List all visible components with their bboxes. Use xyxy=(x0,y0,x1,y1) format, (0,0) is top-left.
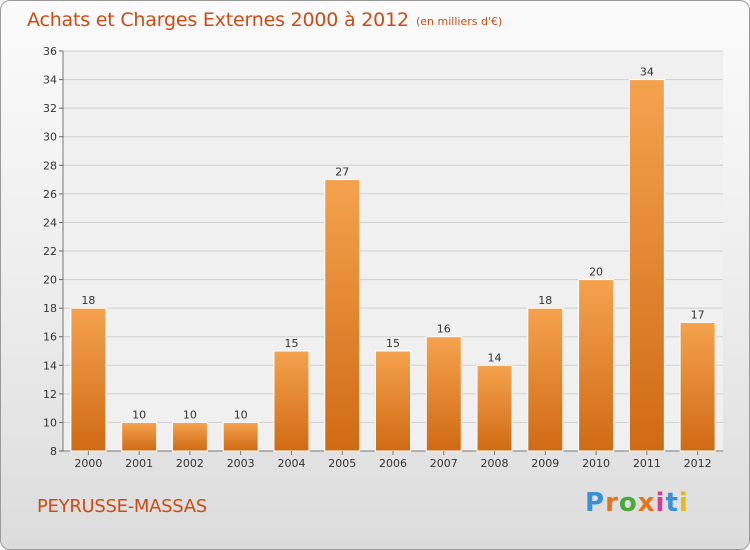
bar xyxy=(425,336,462,452)
y-tick-label: 32 xyxy=(43,102,57,115)
bar xyxy=(324,179,361,452)
x-tick-label: 2009 xyxy=(531,457,559,470)
y-tick-label: 34 xyxy=(43,74,57,87)
y-tick-label: 26 xyxy=(43,188,57,201)
data-label: 16 xyxy=(437,323,451,336)
data-label: 27 xyxy=(335,166,349,179)
y-tick-label: 22 xyxy=(43,245,57,258)
bar xyxy=(222,421,259,452)
x-tick-label: 2003 xyxy=(227,457,255,470)
location-label: PEYRUSSE-MASSAS xyxy=(37,496,207,517)
data-label: 10 xyxy=(132,408,146,421)
bar xyxy=(476,364,513,452)
y-tick-label: 28 xyxy=(43,159,57,172)
x-tick-label: 2005 xyxy=(328,457,356,470)
data-label: 17 xyxy=(691,308,705,321)
y-tick-label: 14 xyxy=(43,359,57,372)
x-tick-label: 2006 xyxy=(379,457,407,470)
bar xyxy=(628,79,665,452)
x-tick-label: 2011 xyxy=(633,457,661,470)
bar xyxy=(171,421,208,452)
bar xyxy=(70,307,107,452)
y-tick-label: 8 xyxy=(50,445,57,458)
bar xyxy=(375,350,411,452)
bar xyxy=(578,279,615,452)
logo-letter: t xyxy=(665,488,679,518)
logo-letter: i xyxy=(655,488,666,518)
proxiti-logo: Proxiti xyxy=(585,488,689,518)
data-label: 14 xyxy=(488,351,502,364)
x-tick-label: 2002 xyxy=(176,457,204,470)
data-label: 20 xyxy=(589,266,603,279)
data-label: 34 xyxy=(640,66,654,79)
bar xyxy=(679,321,716,452)
logo-letter: o xyxy=(618,488,638,518)
x-tick-label: 2000 xyxy=(74,457,102,470)
y-tick-label: 10 xyxy=(43,416,57,429)
logo-letter: P xyxy=(585,488,606,518)
data-label: 18 xyxy=(81,294,95,307)
y-tick-label: 36 xyxy=(43,45,57,58)
x-tick-label: 2001 xyxy=(125,457,153,470)
data-label: 18 xyxy=(538,294,552,307)
logo-letter: i xyxy=(678,488,689,518)
data-label: 10 xyxy=(183,408,197,421)
logo-letter: r xyxy=(605,488,619,518)
x-tick-label: 2008 xyxy=(481,457,509,470)
x-tick-label: 2007 xyxy=(430,457,458,470)
y-tick-label: 12 xyxy=(43,388,57,401)
y-tick-label: 16 xyxy=(43,331,57,344)
bar xyxy=(121,421,158,452)
y-tick-label: 30 xyxy=(43,131,57,144)
x-tick-label: 2012 xyxy=(684,457,712,470)
bar xyxy=(527,307,564,452)
x-tick-label: 2004 xyxy=(277,457,305,470)
data-label: 15 xyxy=(386,337,400,350)
logo-letter: x xyxy=(637,488,656,518)
bar xyxy=(273,350,310,452)
chart-subtitle: (en milliers d'€) xyxy=(416,15,503,28)
data-label: 15 xyxy=(284,337,298,350)
data-label: 10 xyxy=(234,408,248,421)
y-tick-label: 24 xyxy=(43,216,57,229)
y-tick-label: 20 xyxy=(43,274,57,287)
x-tick-label: 2010 xyxy=(582,457,610,470)
y-tick-label: 18 xyxy=(43,302,57,315)
chart-title: Achats et Charges Externes 2000 à 2012 xyxy=(27,9,409,31)
